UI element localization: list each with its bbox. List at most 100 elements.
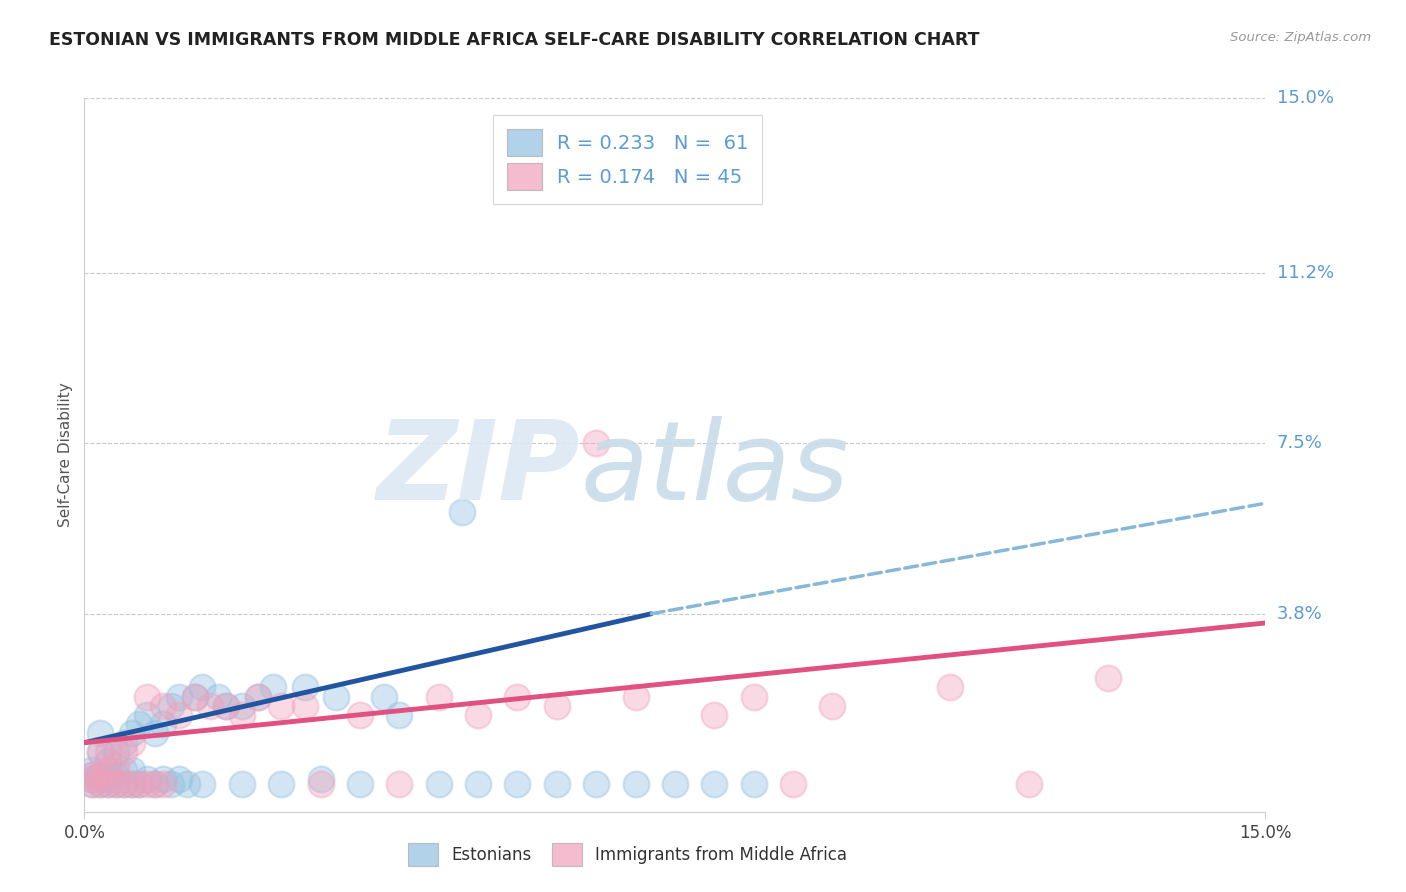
Point [136, 772, 159, 787]
Point [349, 708, 371, 723]
Point [294, 698, 316, 713]
Point [467, 708, 489, 723]
Point [262, 681, 284, 695]
Legend: Estonians, Immigrants from Middle Africa: Estonians, Immigrants from Middle Africa [399, 835, 855, 875]
Point [82, 768, 104, 782]
Point [1018, 777, 1040, 791]
Point [246, 690, 269, 704]
Point [309, 777, 332, 791]
Point [128, 777, 150, 791]
Point [89, 777, 111, 791]
Point [215, 698, 238, 713]
Point [207, 690, 229, 704]
Point [143, 777, 166, 791]
Point [270, 698, 292, 713]
Point [388, 708, 411, 723]
Point [246, 690, 269, 704]
Text: 15.0%: 15.0% [1277, 89, 1333, 107]
Point [82, 777, 104, 791]
Point [183, 690, 205, 704]
Point [231, 698, 253, 713]
Point [128, 777, 150, 791]
Point [89, 745, 111, 759]
Point [160, 698, 183, 713]
Text: 7.5%: 7.5% [1277, 434, 1323, 452]
Point [121, 736, 143, 750]
Point [167, 690, 190, 704]
Point [191, 777, 214, 791]
Point [89, 745, 111, 759]
Point [89, 768, 111, 782]
Point [939, 681, 962, 695]
Point [121, 764, 143, 778]
Text: 3.8%: 3.8% [1277, 605, 1322, 623]
Point [1097, 671, 1119, 685]
Point [82, 768, 104, 782]
Point [143, 726, 166, 740]
Point [104, 777, 127, 791]
Point [97, 764, 120, 778]
Point [546, 698, 568, 713]
Point [97, 772, 120, 787]
Text: 11.2%: 11.2% [1277, 264, 1334, 282]
Point [82, 764, 104, 778]
Point [152, 717, 174, 731]
Point [427, 777, 450, 791]
Point [152, 777, 174, 791]
Point [136, 690, 159, 704]
Point [176, 777, 198, 791]
Point [821, 698, 844, 713]
Point [585, 777, 607, 791]
Point [467, 777, 489, 791]
Point [191, 681, 214, 695]
Point [97, 745, 120, 759]
Point [664, 777, 686, 791]
Point [97, 777, 120, 791]
Point [294, 681, 316, 695]
Point [121, 777, 143, 791]
Point [742, 690, 765, 704]
Point [89, 726, 111, 740]
Point [112, 736, 135, 750]
Point [506, 777, 529, 791]
Point [167, 772, 190, 787]
Point [167, 708, 190, 723]
Point [82, 772, 104, 787]
Y-axis label: Self-Care Disability: Self-Care Disability [58, 383, 73, 527]
Point [373, 690, 395, 704]
Point [89, 777, 111, 791]
Point [451, 506, 474, 520]
Point [183, 690, 205, 704]
Point [703, 708, 725, 723]
Point [121, 726, 143, 740]
Point [152, 772, 174, 787]
Point [128, 717, 150, 731]
Point [89, 768, 111, 782]
Point [97, 754, 120, 768]
Text: ZIP: ZIP [377, 416, 581, 523]
Point [136, 777, 159, 791]
Point [143, 777, 166, 791]
Point [104, 758, 127, 772]
Point [742, 777, 765, 791]
Point [121, 777, 143, 791]
Point [231, 777, 253, 791]
Text: ESTONIAN VS IMMIGRANTS FROM MIDDLE AFRICA SELF-CARE DISABILITY CORRELATION CHART: ESTONIAN VS IMMIGRANTS FROM MIDDLE AFRIC… [49, 31, 980, 49]
Point [104, 745, 127, 759]
Point [112, 745, 135, 759]
Point [97, 768, 120, 782]
Point [270, 777, 292, 791]
Point [152, 698, 174, 713]
Point [546, 777, 568, 791]
Point [97, 777, 120, 791]
Point [200, 698, 222, 713]
Point [215, 698, 238, 713]
Point [427, 690, 450, 704]
Point [782, 777, 804, 791]
Point [82, 772, 104, 787]
Point [506, 690, 529, 704]
Point [703, 777, 725, 791]
Point [624, 777, 647, 791]
Point [388, 777, 411, 791]
Point [112, 777, 135, 791]
